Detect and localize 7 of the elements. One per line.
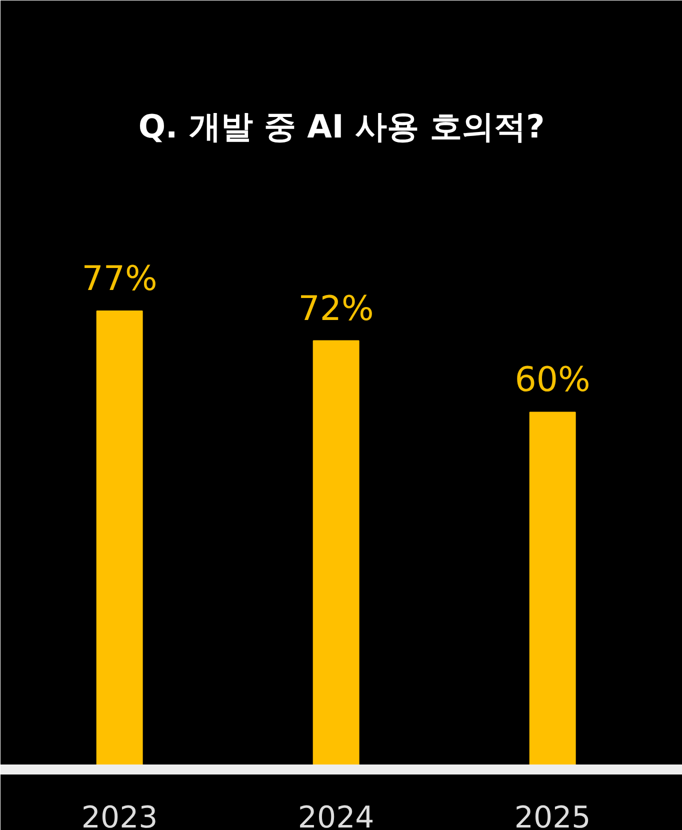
x-tick-label: 2025 — [514, 800, 591, 830]
data-label: 77% — [82, 258, 158, 299]
chart-title: Q. 개발 중 AI 사용 호의적? — [138, 108, 545, 146]
data-label: 72% — [298, 288, 374, 329]
data-label: 60% — [514, 360, 590, 400]
x-tick-label: 2023 — [81, 800, 158, 830]
x-tick-label: 2024 — [298, 800, 374, 830]
